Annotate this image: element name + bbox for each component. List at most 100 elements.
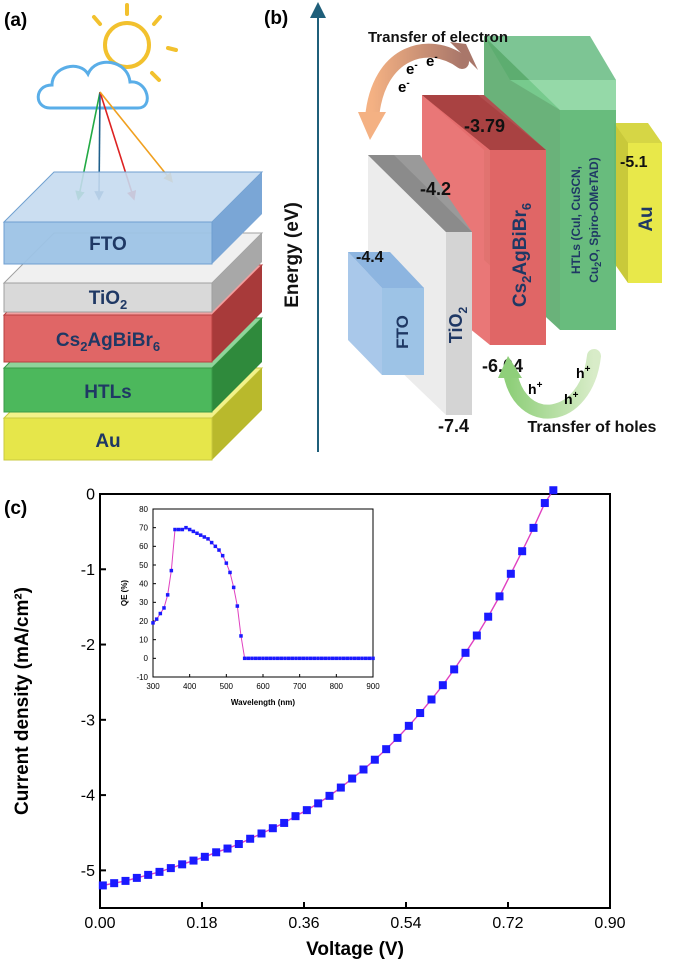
block-cs-label: Cs2AgBiBr6	[510, 203, 534, 307]
transfer-holes-text: Transfer of holes	[528, 419, 657, 436]
y-tick-label: 20	[139, 617, 148, 626]
data-point	[349, 656, 353, 661]
panel-a-label: (a)	[4, 10, 27, 31]
data-point	[223, 844, 232, 853]
data-point	[438, 681, 447, 690]
y-tick-label: -4	[81, 788, 95, 805]
data-point	[217, 548, 221, 552]
electron-3: e-	[426, 52, 438, 70]
y-axis-label: Current density (mA/cm²)	[12, 587, 33, 815]
y-tick-label: 60	[139, 542, 148, 551]
data-point	[280, 818, 289, 827]
data-point	[370, 755, 379, 764]
electron-2: e-	[406, 60, 418, 78]
data-point	[162, 606, 166, 610]
x-tick-label: 0.72	[492, 915, 523, 932]
transfer-electron-text: Transfer of electron	[368, 29, 508, 46]
y-tick-label: -1	[81, 562, 95, 579]
x-tick-label: 900	[366, 682, 380, 691]
hole-transfer-arrow	[498, 349, 601, 419]
data-point	[224, 561, 229, 565]
data-point	[472, 631, 481, 640]
data-point	[231, 585, 236, 590]
panel-b: (b) Energy (eV) Au -5.1 HTLs (CuI, CuSCN…	[264, 2, 662, 452]
x-tick-label: 500	[220, 682, 234, 691]
data-point	[450, 665, 459, 674]
y-tick-label: 50	[139, 561, 148, 570]
hole-3: h+	[576, 364, 591, 381]
data-point	[314, 799, 323, 808]
tio2-bottom-level: -7.4	[438, 416, 469, 436]
data-point	[427, 695, 436, 704]
x-tick-label: 0.54	[390, 915, 421, 932]
panel-a: (a) Au	[2, 3, 264, 461]
data-point	[286, 656, 291, 661]
data-point	[316, 656, 320, 661]
hole-2: h+	[564, 390, 579, 407]
data-point	[173, 527, 177, 532]
layer-fto-label: FTO	[89, 234, 127, 255]
cs-top-level: -3.79	[464, 116, 505, 136]
data-point	[352, 656, 357, 661]
data-point	[268, 656, 273, 661]
data-point	[330, 656, 335, 661]
data-point	[290, 656, 295, 661]
data-point	[187, 527, 192, 532]
y-tick-label: 30	[139, 598, 148, 607]
data-point	[305, 656, 309, 661]
data-point	[272, 656, 276, 661]
data-point	[518, 547, 527, 556]
data-point	[308, 656, 313, 661]
data-point	[169, 568, 174, 573]
data-point	[234, 840, 243, 849]
y-tick-label: -5	[81, 863, 95, 880]
data-point	[202, 535, 207, 539]
data-point	[158, 611, 163, 616]
data-point	[239, 634, 243, 638]
data-point	[302, 806, 311, 815]
block-fto-label: FTO	[393, 315, 412, 349]
data-point	[212, 848, 221, 857]
data-point	[382, 745, 391, 754]
data-point	[261, 656, 265, 661]
data-point	[338, 656, 342, 661]
data-point	[283, 656, 287, 661]
x-axis-label: Wavelength (nm)	[231, 698, 295, 707]
data-point	[327, 656, 331, 661]
x-axis-label: Voltage (V)	[306, 939, 404, 960]
layer-tio2-label: TiO2	[89, 288, 128, 312]
data-point	[228, 570, 232, 575]
energy-axis-label: Energy (eV)	[282, 202, 303, 308]
data-point	[178, 860, 187, 869]
data-point	[319, 656, 324, 661]
au-level: -5.1	[620, 154, 648, 171]
x-tick-label: 0.36	[288, 915, 319, 932]
layer-au-label: Au	[95, 431, 120, 452]
data-point	[312, 656, 317, 661]
data-point	[176, 527, 181, 532]
data-point	[359, 765, 368, 774]
data-point	[363, 656, 368, 661]
layer-cs-label: Cs2AgBiBr6	[56, 330, 160, 354]
cloud-icon	[36, 60, 149, 110]
data-point	[154, 617, 159, 621]
data-point	[345, 656, 350, 661]
data-point	[235, 604, 240, 608]
data-point	[371, 656, 375, 661]
block-htl-label-line2: Cu2O, Spiro-OMeTAD)	[587, 157, 603, 282]
y-tick-label: -2	[81, 637, 95, 654]
data-point	[279, 656, 284, 661]
electron-1: e-	[398, 78, 410, 96]
x-tick-label: 0.00	[84, 915, 115, 932]
electron-transfer-arrow	[358, 42, 478, 140]
panel-c-label: (c)	[4, 498, 27, 519]
data-point	[264, 656, 269, 661]
y-axis-label: QE (%)	[120, 580, 129, 607]
data-point	[334, 656, 339, 661]
data-point	[246, 834, 255, 843]
data-point	[367, 656, 372, 661]
block-htl-label-line1: HTLs (CuI, CuSCN,	[569, 166, 583, 274]
data-point	[268, 824, 277, 833]
y-tick-label: 40	[139, 579, 148, 588]
